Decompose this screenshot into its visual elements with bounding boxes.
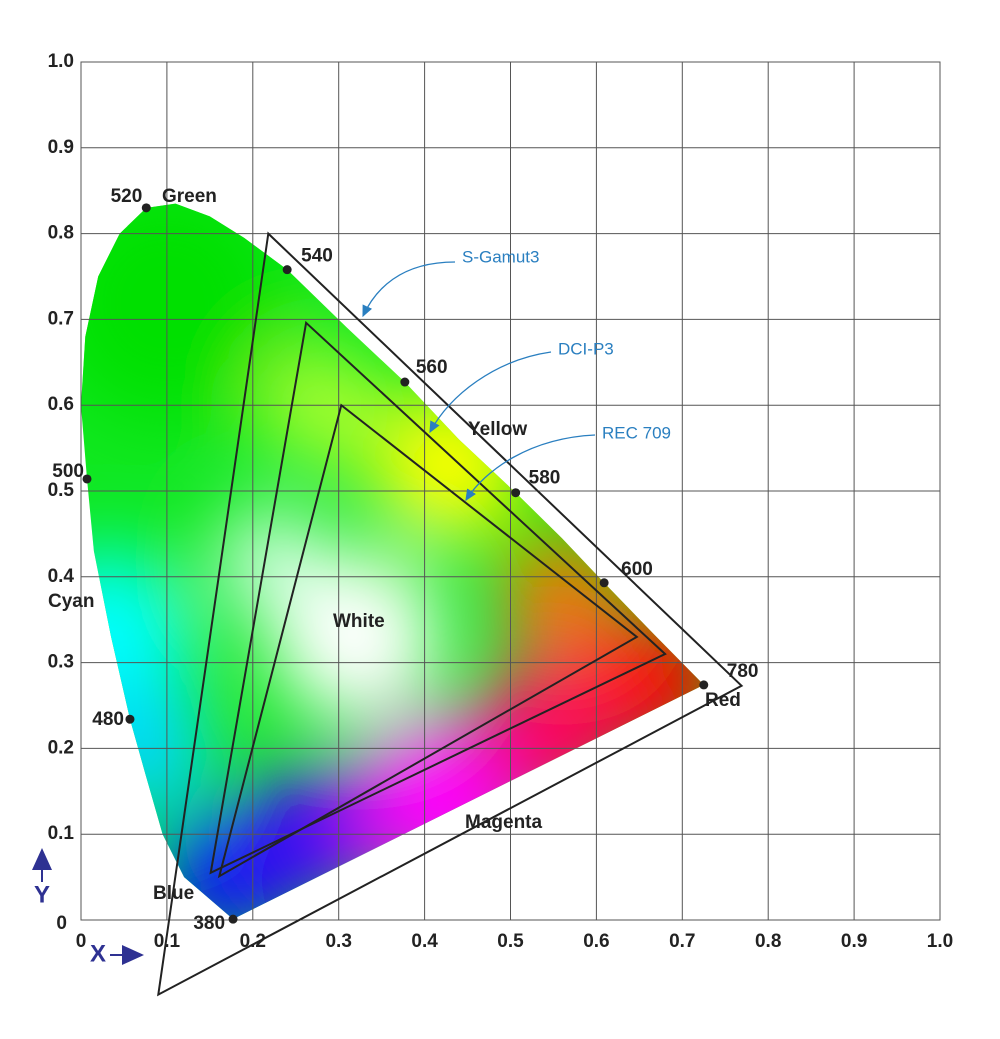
wavelength-label: 780 (727, 661, 759, 682)
gamut-label: REC 709 (602, 423, 671, 442)
gamut-triangle (157, 231, 744, 997)
wavelength-point (141, 203, 151, 213)
callout-arrow (362, 261, 456, 318)
x-tick-label: 0.3 (325, 931, 351, 952)
wavelength-label: 580 (529, 468, 561, 489)
x-tick-label: 0.5 (497, 931, 524, 952)
x-tick-label: 0.1 (154, 931, 181, 952)
x-tick-label: 0 (76, 931, 87, 952)
y-tick-label: 0.9 (48, 137, 74, 158)
wavelength-label: 520 (111, 186, 143, 207)
y-tick-label: 0.3 (48, 652, 74, 673)
region-label: White (333, 611, 385, 632)
wavelength-point (599, 578, 609, 588)
wavelength-point (400, 377, 410, 387)
y-tick-label: 0 (56, 913, 67, 934)
wavelength-label: 500 (52, 461, 84, 482)
x-tick-label: 0.4 (411, 931, 438, 952)
x-tick-label: 1.0 (927, 931, 953, 952)
fill-blob (218, 508, 322, 612)
region-label: Green (162, 186, 217, 207)
fill-blob (373, 387, 528, 543)
y-tick-label: 0.1 (48, 823, 75, 844)
wavelength-label: 600 (621, 559, 653, 580)
fill-blobs (81, 203, 704, 920)
wavelength-label: 560 (416, 357, 448, 378)
wavelength-point (82, 474, 92, 484)
y-tick-label: 0.7 (48, 308, 74, 329)
gamut-label: DCI-P3 (558, 339, 614, 358)
gamut-triangle (217, 403, 639, 879)
wavelength-label: 540 (301, 246, 333, 267)
color-fill (81, 203, 704, 920)
region-label: Yellow (468, 419, 527, 440)
gamut-label: S-Gamut3 (462, 247, 539, 266)
x-tick-label: 0.6 (583, 931, 609, 952)
y-tick-label: 0.8 (48, 223, 74, 244)
plot-frame (80, 61, 941, 921)
fill-blob (269, 550, 442, 723)
gamut-triangle (209, 320, 667, 875)
wavelength-point (125, 714, 135, 724)
wavelength-point (228, 914, 238, 924)
x-tick-label: 0.7 (669, 931, 695, 952)
region-label: Cyan (48, 591, 94, 612)
x-tick-label: 0.9 (841, 931, 867, 952)
wavelength-point (511, 488, 521, 498)
wavelength-label: 480 (92, 709, 124, 730)
callout-arrow (429, 351, 552, 434)
x-tick-label: 0.2 (240, 931, 266, 952)
region-label: Magenta (465, 812, 543, 833)
x-tick-label: 0.8 (755, 931, 781, 952)
fill-blob (501, 533, 623, 655)
y-axis-title: Y (34, 881, 50, 908)
callout-arrow (465, 434, 596, 502)
y-tick-label: 0.6 (48, 394, 74, 415)
wavelength-point (699, 680, 709, 690)
wavelength-label: 380 (193, 913, 225, 934)
y-tick-label: 0.4 (48, 566, 75, 587)
y-tick-label: 1.0 (48, 51, 74, 72)
wavelength-point (282, 265, 292, 275)
y-tick-label: 0.2 (48, 737, 74, 758)
region-label: Blue (153, 883, 194, 904)
y-tick-label: 0.5 (48, 480, 75, 501)
region-label: Red (705, 690, 741, 711)
x-axis-title: X (90, 940, 106, 967)
